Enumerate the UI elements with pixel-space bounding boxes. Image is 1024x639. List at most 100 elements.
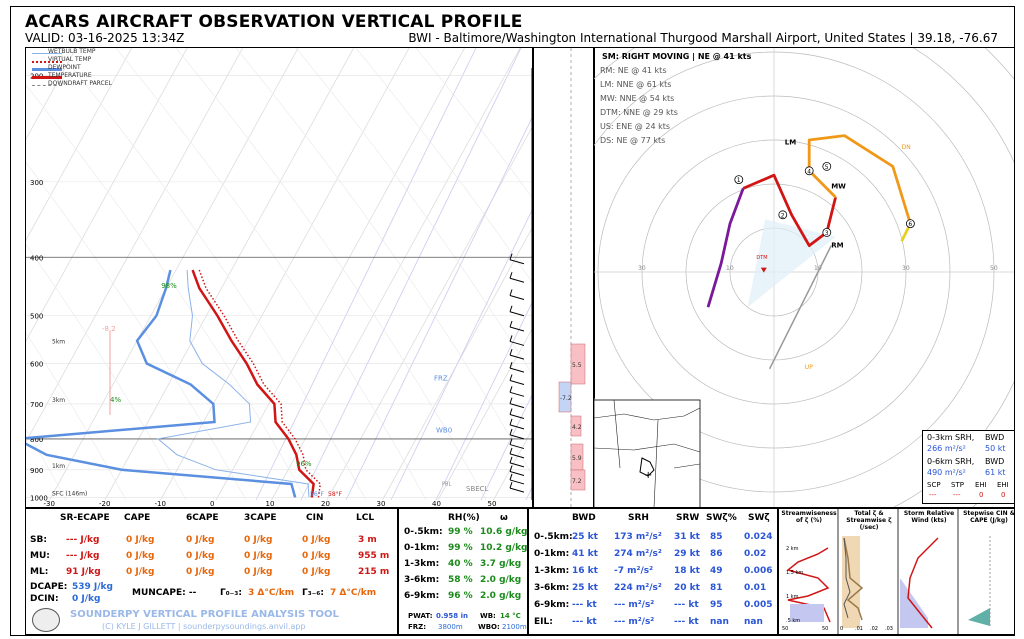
dry-adiabat xyxy=(235,48,533,478)
wind-barb-flag xyxy=(509,418,513,426)
lapse-bar xyxy=(570,343,586,385)
sb-6cape: 0 J/kg xyxy=(186,535,215,545)
sbecl-label: SBECL xyxy=(466,485,489,493)
kinematic-cell: 41 kt xyxy=(572,549,598,559)
pressure-tick-label: 800 xyxy=(30,436,43,444)
wind-barb-flag xyxy=(509,408,513,415)
storm-motion-list: RM: NE @ 41 kts LM: NNE @ 61 kts MW: NNE @… xyxy=(600,66,678,150)
hodo-ring-label: 50 xyxy=(990,265,998,272)
wind-barb-flag xyxy=(509,465,513,472)
ml-cin: 0 J/kg xyxy=(302,567,331,577)
dcape-label: DCAPE: xyxy=(30,582,68,592)
srh-06-label: 0-6km SRH, xyxy=(927,457,975,466)
parcel-table: SR-ECAPE CAPE 6CAPE 3CAPE CIN LCL SB: --… xyxy=(25,507,399,635)
moisture-rh-value: 58 % xyxy=(448,575,473,585)
dry-adiabat xyxy=(115,48,427,501)
wbo-value: 2100m xyxy=(502,623,527,631)
moisture-rh-value: 99 % xyxy=(448,527,473,537)
ehi1-label: EHI xyxy=(975,481,987,489)
lapse-annotation: -8.2 xyxy=(102,325,116,333)
row-sb-label: SB: xyxy=(30,535,47,545)
pressure-tick-label: 900 xyxy=(30,467,43,475)
inset-map-frame xyxy=(593,399,701,509)
dry-adiabat xyxy=(26,84,307,501)
wind-barb-flag xyxy=(509,348,513,356)
mini-tick: 0 xyxy=(840,626,843,632)
wind-barb xyxy=(509,391,525,397)
storm-motion-line: DS: NE @ 77 kts xyxy=(600,136,666,145)
wind-barb xyxy=(509,380,525,385)
kinematic-cell: --- m²/s² xyxy=(614,600,655,610)
scp-value: --- xyxy=(929,491,937,499)
pressure-tick-label: 1000 xyxy=(30,494,48,502)
wind-barb xyxy=(509,340,525,346)
lm-label: LM xyxy=(785,138,796,146)
mini-title-vorticity: Total ζ & Streamwise ζ (/sec) xyxy=(846,510,892,531)
wind-barb xyxy=(509,479,525,485)
wind-barb xyxy=(509,354,525,360)
mu-srecape: --- J/kg xyxy=(66,551,100,561)
inset-map-location xyxy=(639,457,655,477)
hodo-height-marker xyxy=(734,175,744,185)
kinematic-cell: 49 xyxy=(710,566,723,576)
mini-tick: .03 xyxy=(885,626,893,632)
isotherm xyxy=(26,48,188,342)
hodo-height-marker-label: 6 xyxy=(908,221,912,228)
station-info: BWI - Baltimore/Washington International… xyxy=(408,31,998,45)
mini-tick: .02 xyxy=(870,626,878,632)
moisture-layer-label: 0-1km: xyxy=(404,543,440,553)
lapse-bar-label: 5.9 xyxy=(572,455,582,462)
rh-annotation: 96% xyxy=(296,460,312,468)
vorticity-line xyxy=(843,537,864,621)
sb-cape: 0 J/kg xyxy=(126,535,155,545)
isotherm xyxy=(49,48,299,501)
lapse-bar-label: -7.2 xyxy=(560,395,572,402)
mixing-ratio-line xyxy=(255,48,477,501)
temperature-tick-label: 50 xyxy=(488,500,497,508)
wind-barb-flag xyxy=(509,320,513,328)
isotherm xyxy=(104,48,354,501)
hodo-height-marker-label: 4 xyxy=(807,168,811,175)
frz-value: 3800m xyxy=(438,623,463,631)
tool-credit: (C) KYLE J GILLETT | sounderpysoundings.… xyxy=(102,622,306,631)
mini-height-label: 2 km xyxy=(786,546,799,552)
wind-barb-flag xyxy=(509,456,513,464)
figure-title: ACARS AIRCRAFT OBSERVATION VERTICAL PROF… xyxy=(25,12,523,32)
lapse-rate-chart: 5.5 -7.2 4.2 5.9 7.2 xyxy=(558,48,586,508)
wind-barb xyxy=(509,471,525,477)
g03-value: 3 Δ°C/km xyxy=(248,588,295,598)
temperature-tick-label: -20 xyxy=(99,500,110,508)
moisture-rh-value: 40 % xyxy=(448,559,473,569)
isotherm xyxy=(26,48,243,443)
kinematic-cell: 86 xyxy=(710,549,723,559)
frz-label: FRZ: xyxy=(408,623,427,631)
bwd-06-value: 61 kt xyxy=(985,468,1006,477)
mu-6cape: 0 J/kg xyxy=(186,551,215,561)
streamwise-vorticity-line xyxy=(843,537,851,619)
dtm-marker-icon xyxy=(760,267,767,273)
lapse-bar xyxy=(558,381,572,413)
kinematic-layer-label: 0-1km: xyxy=(534,549,570,559)
wind-barb-flag xyxy=(509,289,513,296)
hodograph-segment xyxy=(807,134,912,225)
isotherm xyxy=(215,48,465,501)
isotherm xyxy=(271,48,521,501)
muncape-label: MUNCAPE: -- xyxy=(132,588,197,598)
hodo-height-marker xyxy=(778,210,788,220)
hdr-rh: RH(%) xyxy=(448,513,480,523)
lapse-bar-label: 5.5 xyxy=(572,362,582,369)
hdr-swz-pct: SWζ% xyxy=(706,513,737,523)
srw-line xyxy=(907,537,939,629)
wind-barb-flag xyxy=(509,335,513,342)
kinematic-cell: 274 m²/s² xyxy=(614,549,662,559)
isotherm xyxy=(26,48,132,241)
height-label: 1km xyxy=(52,463,65,470)
wind-barb-flag xyxy=(509,428,513,436)
srh-06-value: 490 m²/s² xyxy=(927,468,966,477)
hodo-height-marker xyxy=(905,219,915,229)
kinematic-cell: 20 kt xyxy=(674,583,700,593)
wind-barb xyxy=(509,444,525,450)
temperature-tick-label: 20 xyxy=(321,500,330,508)
ehi1-value: 0 xyxy=(979,491,984,499)
